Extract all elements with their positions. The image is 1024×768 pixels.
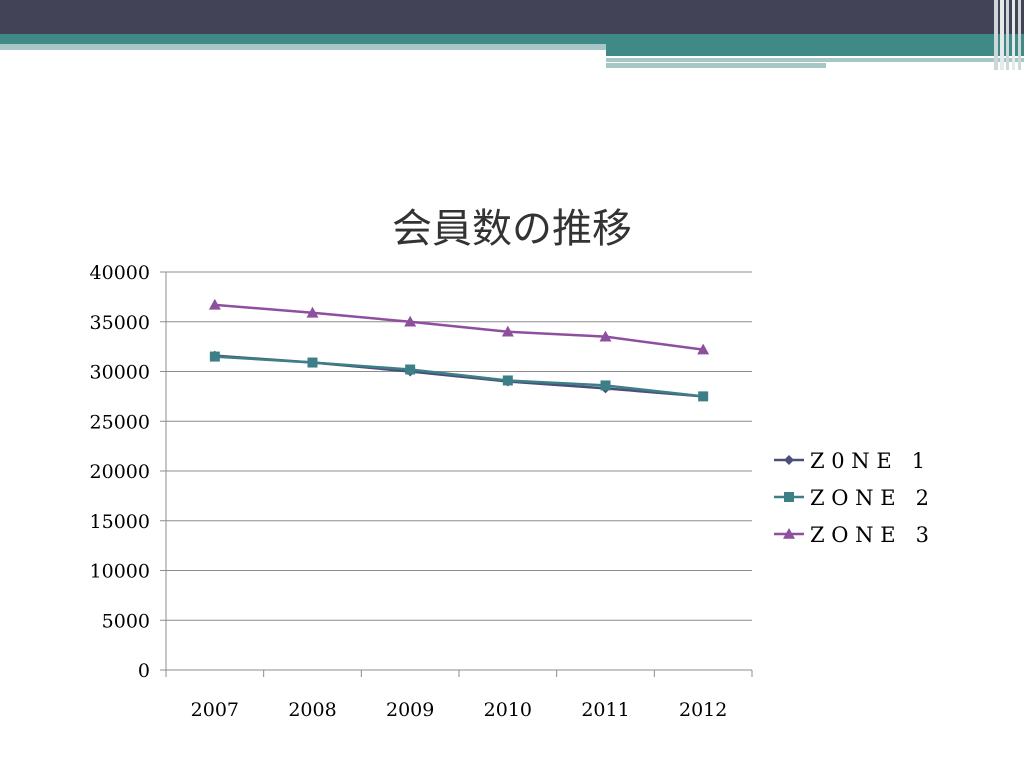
y-tick-label: 10000 — [90, 561, 150, 583]
legend-label-3: Z O N E 3 — [810, 523, 929, 547]
y-tick-label: 5000 — [102, 610, 150, 632]
header-teal-bar-right — [606, 44, 1024, 56]
header-light-bar-right — [606, 58, 1024, 62]
y-tick-label: 30000 — [90, 362, 150, 384]
series-line-2 — [214, 355, 704, 398]
y-tick-label: 15000 — [90, 511, 150, 533]
x-tick-label: 2010 — [484, 699, 532, 721]
y-tick-label: 25000 — [90, 411, 150, 433]
y-tick-label: 20000 — [90, 461, 150, 483]
data-point-series-3 — [599, 330, 612, 342]
data-point-series-3 — [697, 343, 710, 355]
data-point-series-2 — [307, 357, 318, 368]
header-teal-bar — [0, 34, 1024, 44]
x-tick-label: 2012 — [679, 699, 727, 721]
data-point-series-2 — [600, 380, 611, 391]
y-tick-label: 35000 — [90, 312, 150, 334]
y-tick-label: 40000 — [90, 262, 150, 284]
legend-marker-3 — [783, 528, 795, 539]
data-point-series-2 — [209, 351, 220, 362]
header-white-line — [606, 56, 946, 58]
header-stripe-1 — [994, 0, 998, 70]
x-tick-label: 2011 — [581, 699, 629, 721]
header-stripe-4 — [1012, 0, 1015, 70]
series-line-3 — [214, 303, 704, 351]
data-point-series-3 — [501, 325, 514, 337]
header-light-strip — [606, 63, 826, 68]
header-stripe-5 — [1018, 0, 1021, 70]
x-tick-label: 2008 — [288, 699, 336, 721]
y-tick-label: 0 — [138, 660, 150, 682]
header-stripe-2 — [1000, 0, 1004, 70]
header-band — [0, 0, 1024, 70]
data-point-series-3 — [306, 306, 319, 318]
data-point-series-2 — [405, 364, 416, 375]
header-light-bar — [0, 44, 606, 50]
data-point-series-3 — [208, 298, 221, 310]
legend-label-2: Z O N E 2 — [810, 486, 929, 510]
legend-label-1: Z 0 N E 1 — [810, 449, 925, 473]
x-tick-label: 2009 — [386, 699, 434, 721]
data-point-series-2 — [698, 391, 709, 402]
data-point-series-2 — [502, 375, 513, 386]
chart-title: 会員数の推移 — [392, 206, 632, 252]
legend-marker-1 — [784, 455, 794, 465]
header-dark-bar — [0, 0, 1024, 34]
x-tick-label: 2007 — [191, 699, 239, 721]
header-stripe-3 — [1006, 0, 1009, 70]
legend-marker-2 — [784, 492, 794, 502]
data-point-series-3 — [404, 315, 417, 327]
